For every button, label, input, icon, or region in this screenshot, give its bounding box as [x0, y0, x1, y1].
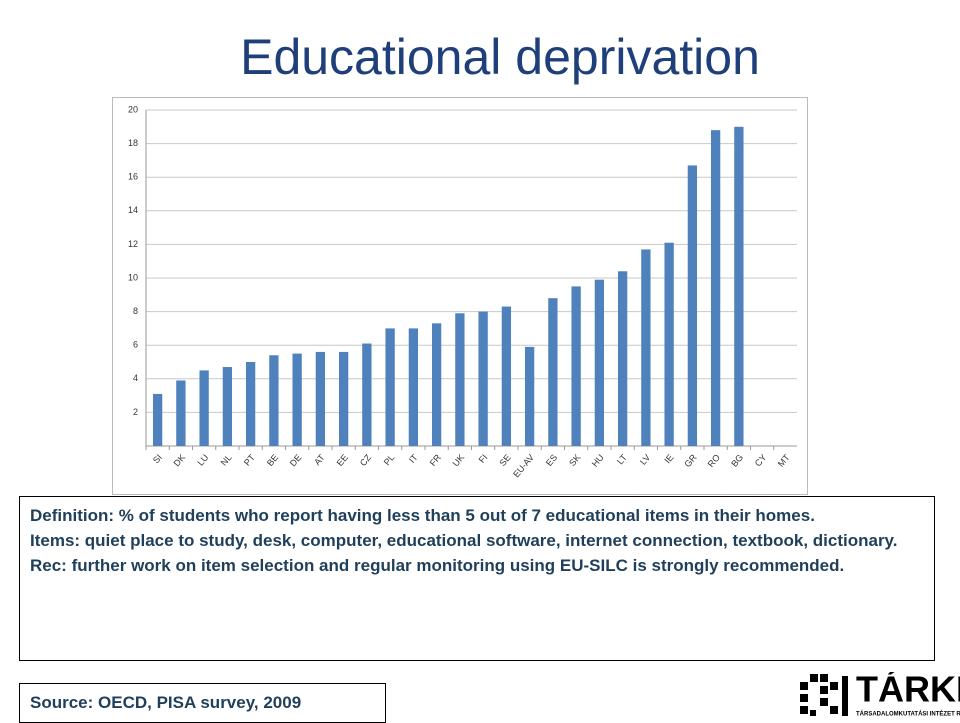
y-tick-label: 6	[133, 340, 138, 350]
bar	[431, 323, 442, 446]
y-tick-label: 16	[128, 172, 138, 182]
bar	[641, 249, 651, 446]
definition-text: Items: quiet place to study, desk, compu…	[30, 531, 898, 550]
bar	[338, 351, 349, 446]
y-tick-label: 12	[128, 239, 138, 249]
bar	[385, 328, 395, 446]
bar	[734, 126, 744, 447]
bar	[687, 165, 698, 446]
bar	[362, 343, 372, 446]
bar	[408, 328, 419, 446]
bar	[176, 380, 186, 446]
bar	[664, 242, 674, 446]
bar	[594, 279, 605, 446]
bar	[501, 306, 512, 446]
bar	[199, 370, 209, 446]
definition-box: Definition: % of students who report hav…	[19, 496, 935, 661]
bar	[269, 355, 279, 446]
y-tick-label: 18	[128, 138, 138, 148]
y-tick-label: 2	[133, 407, 138, 417]
logo: TÁRKI TÁRSADALOMKUTATÁSI INTÉZET RT.	[800, 672, 960, 718]
bar	[478, 311, 488, 446]
bar	[152, 393, 163, 446]
bar	[245, 362, 256, 446]
logo-icon	[800, 674, 848, 716]
logo-tagline: TÁRSADALOMKUTATÁSI INTÉZET RT.	[856, 710, 960, 718]
y-tick-label: 4	[133, 373, 138, 383]
y-tick-label: 8	[133, 306, 138, 316]
bar	[710, 130, 721, 446]
definition-text: Rec: further work on item selection and …	[30, 556, 845, 575]
source-box: Source: OECD, PISA survey, 2009	[19, 683, 386, 723]
bar	[455, 313, 465, 446]
bar	[222, 367, 233, 446]
y-tick-label: 20	[128, 104, 138, 114]
y-tick-label: 10	[128, 272, 138, 282]
slide-title: Educational deprivation	[240, 29, 760, 85]
bar	[571, 286, 581, 446]
bar	[524, 346, 535, 446]
source-text: Source: OECD, PISA survey, 2009	[30, 693, 302, 712]
y-tick-label: 14	[128, 205, 138, 215]
logo-name: TÁRKI	[856, 672, 960, 710]
bar	[315, 351, 326, 446]
definition-text: Definition: % of students who report hav…	[30, 506, 815, 525]
bar	[292, 353, 302, 446]
bar	[548, 298, 558, 446]
bar	[617, 271, 628, 446]
